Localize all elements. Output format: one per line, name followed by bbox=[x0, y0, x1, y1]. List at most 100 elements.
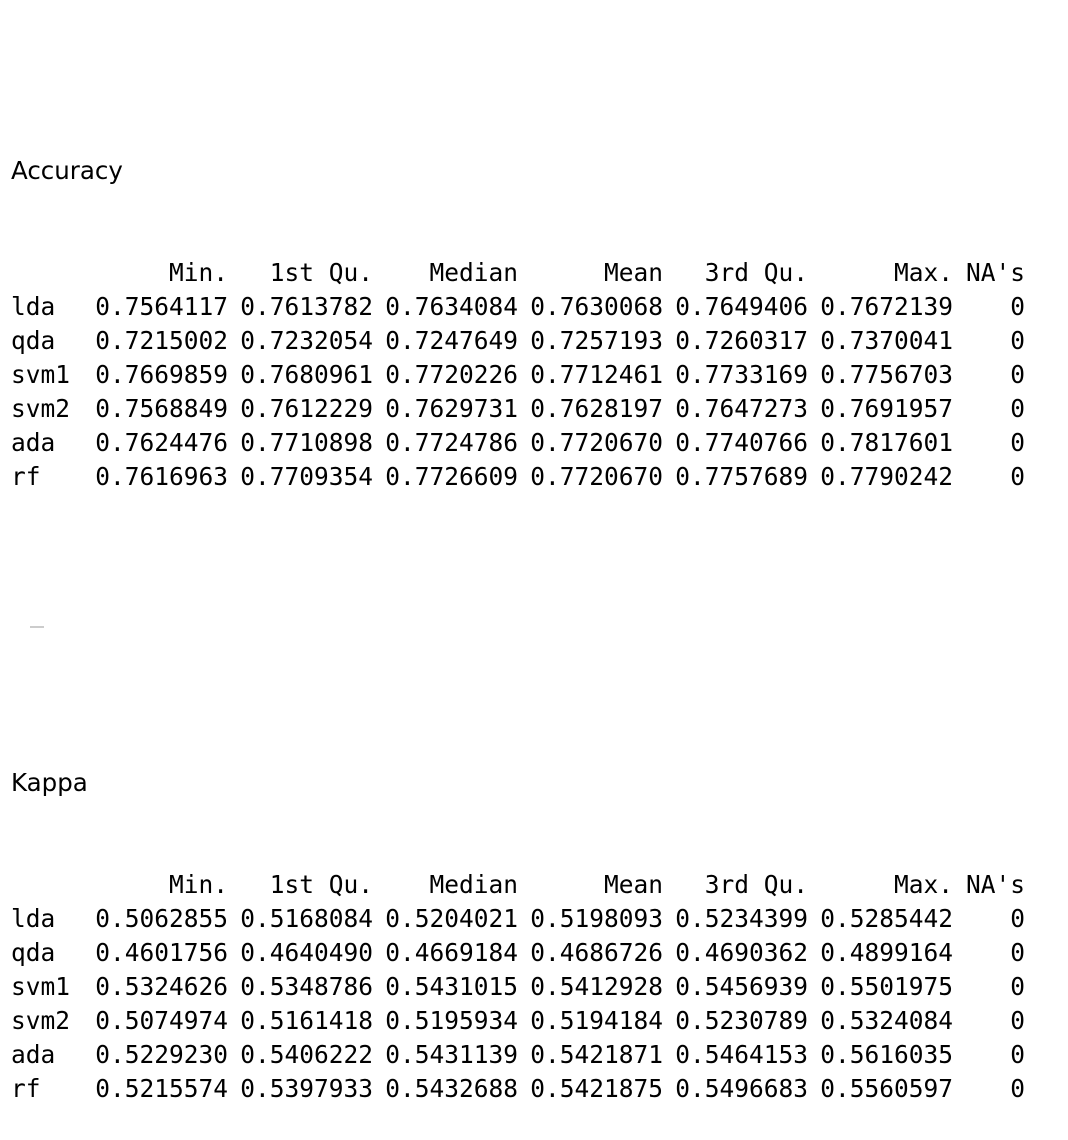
column-header: NA's bbox=[965, 258, 1025, 287]
table-cell: 0 bbox=[1010, 292, 1025, 321]
table-row: qda 0.4601756 0.4640490 0.4669184 0.4686… bbox=[11, 936, 1025, 970]
table-cell: 0 bbox=[1010, 1040, 1025, 1069]
column-header: 3rd Qu. bbox=[704, 258, 808, 287]
table-cell: 0.7624476 bbox=[95, 428, 228, 457]
console-output: Accuracy Min. 1st Qu. Median Mean 3rd Qu… bbox=[11, 18, 1025, 1140]
table-cell: 0.7215002 bbox=[95, 326, 228, 355]
row-label: lda bbox=[11, 904, 56, 933]
table-row: qda 0.7215002 0.7232054 0.7247649 0.7257… bbox=[11, 324, 1025, 358]
table-cell: 0.5397933 bbox=[240, 1074, 373, 1103]
table-row: svm2 0.5074974 0.5161418 0.5195934 0.519… bbox=[11, 1004, 1025, 1038]
row-label: svm1 bbox=[11, 972, 71, 1001]
table-cell: 0.7733169 bbox=[675, 360, 808, 389]
kappa-title: Kappa bbox=[11, 768, 88, 797]
table-cell: 0.5074974 bbox=[95, 1006, 228, 1035]
table-row: svm2 0.7568849 0.7612229 0.7629731 0.762… bbox=[11, 392, 1025, 426]
table-header-row: Min. 1st Qu. Median Mean 3rd Qu. Max. NA… bbox=[11, 256, 1025, 290]
table-cell: 0 bbox=[1010, 428, 1025, 457]
table-cell: 0.5616035 bbox=[820, 1040, 953, 1069]
column-header: Median bbox=[429, 258, 518, 287]
row-label: svm1 bbox=[11, 360, 71, 389]
table-cell: 0.4601756 bbox=[95, 938, 228, 967]
table-cell: 0.5421871 bbox=[530, 1040, 663, 1069]
table-cell: 0.7647273 bbox=[675, 394, 808, 423]
table-cell: 0.5431015 bbox=[385, 972, 518, 1001]
table-cell: 0.5204021 bbox=[385, 904, 518, 933]
table-cell: 0.7712461 bbox=[530, 360, 663, 389]
table-cell: 0.7709354 bbox=[240, 462, 373, 491]
table-header-row: Min. 1st Qu. Median Mean 3rd Qu. Max. NA… bbox=[11, 868, 1025, 902]
table-cell: 0.7568849 bbox=[95, 394, 228, 423]
column-header: Max. bbox=[893, 870, 953, 899]
table-cell: 0.7612229 bbox=[240, 394, 373, 423]
table-cell: 0.5560597 bbox=[820, 1074, 953, 1103]
table-cell: 0.5406222 bbox=[240, 1040, 373, 1069]
table-cell: 0 bbox=[1010, 938, 1025, 967]
column-header: 1st Qu. bbox=[269, 870, 373, 899]
column-header: 1st Qu. bbox=[269, 258, 373, 287]
column-header: Median bbox=[429, 870, 518, 899]
table-cell: 0.5285442 bbox=[820, 904, 953, 933]
table-cell: 0.7724786 bbox=[385, 428, 518, 457]
table-cell: 0 bbox=[1010, 394, 1025, 423]
table-cell: 0 bbox=[1010, 1074, 1025, 1103]
table-cell: 0.7649406 bbox=[675, 292, 808, 321]
table-cell: 0.4686726 bbox=[530, 938, 663, 967]
table-cell: 0.5168084 bbox=[240, 904, 373, 933]
table-cell: 0.5421875 bbox=[530, 1074, 663, 1103]
table-cell: 0.7260317 bbox=[675, 326, 808, 355]
table-cell: 0 bbox=[1010, 462, 1025, 491]
table-cell: 0.5432688 bbox=[385, 1074, 518, 1103]
table-row: lda 0.7564117 0.7613782 0.7634084 0.7630… bbox=[11, 290, 1025, 324]
row-label: qda bbox=[11, 938, 56, 967]
table-cell: 0.7669859 bbox=[95, 360, 228, 389]
table-row: ada 0.7624476 0.7710898 0.7724786 0.7720… bbox=[11, 426, 1025, 460]
table-cell: 0.7720226 bbox=[385, 360, 518, 389]
cropped-line-fragment bbox=[30, 626, 44, 631]
table-cell: 0 bbox=[1010, 972, 1025, 1001]
table-cell: 0 bbox=[1010, 326, 1025, 355]
table-cell: 0.4690362 bbox=[675, 938, 808, 967]
table-cell: 0.7564117 bbox=[95, 292, 228, 321]
table-cell: 0.7680961 bbox=[240, 360, 373, 389]
table-row: rf 0.7616963 0.7709354 0.7726609 0.77206… bbox=[11, 460, 1025, 494]
table-cell: 0.7790242 bbox=[820, 462, 953, 491]
table-cell: 0.5215574 bbox=[95, 1074, 228, 1103]
table-cell: 0.7628197 bbox=[530, 394, 663, 423]
table-cell: 0.5456939 bbox=[675, 972, 808, 1001]
row-label: ada bbox=[11, 428, 56, 457]
row-label: qda bbox=[11, 326, 56, 355]
table-cell: 0 bbox=[1010, 904, 1025, 933]
column-header: NA's bbox=[965, 870, 1025, 899]
table-cell: 0.4640490 bbox=[240, 938, 373, 967]
column-header: Mean bbox=[603, 870, 663, 899]
table-cell: 0.5229230 bbox=[95, 1040, 228, 1069]
table-row: lda 0.5062855 0.5168084 0.5204021 0.5198… bbox=[11, 902, 1025, 936]
column-header: Mean bbox=[603, 258, 663, 287]
table-cell: 0.7629731 bbox=[385, 394, 518, 423]
table-cell: 0 bbox=[1010, 360, 1025, 389]
column-header: Min. bbox=[168, 870, 228, 899]
row-label: rf bbox=[11, 1074, 41, 1103]
table-cell: 0.7232054 bbox=[240, 326, 373, 355]
table-cell: 0.5431139 bbox=[385, 1040, 518, 1069]
row-label-header bbox=[11, 868, 83, 902]
table-cell: 0.7672139 bbox=[820, 292, 953, 321]
table-cell: 0.7691957 bbox=[820, 394, 953, 423]
table-cell: 0.5412928 bbox=[530, 972, 663, 1001]
table-cell: 0.7817601 bbox=[820, 428, 953, 457]
table-cell: 0.7757689 bbox=[675, 462, 808, 491]
table-cell: 0.5496683 bbox=[675, 1074, 808, 1103]
table-row: ada 0.5229230 0.5406222 0.5431139 0.5421… bbox=[11, 1038, 1025, 1072]
table-cell: 0.5195934 bbox=[385, 1006, 518, 1035]
table-cell: 0.5348786 bbox=[240, 972, 373, 1001]
table-cell: 0.5230789 bbox=[675, 1006, 808, 1035]
table-cell: 0.7616963 bbox=[95, 462, 228, 491]
table-cell: 0.7247649 bbox=[385, 326, 518, 355]
accuracy-title: Accuracy bbox=[11, 156, 123, 185]
table-cell: 0.5501975 bbox=[820, 972, 953, 1001]
table-cell: 0.5198093 bbox=[530, 904, 663, 933]
table-cell: 0 bbox=[1010, 1006, 1025, 1035]
kappa-summary-table: Min. 1st Qu. Median Mean 3rd Qu. Max. NA… bbox=[11, 868, 1025, 1106]
table-cell: 0.5194184 bbox=[530, 1006, 663, 1035]
